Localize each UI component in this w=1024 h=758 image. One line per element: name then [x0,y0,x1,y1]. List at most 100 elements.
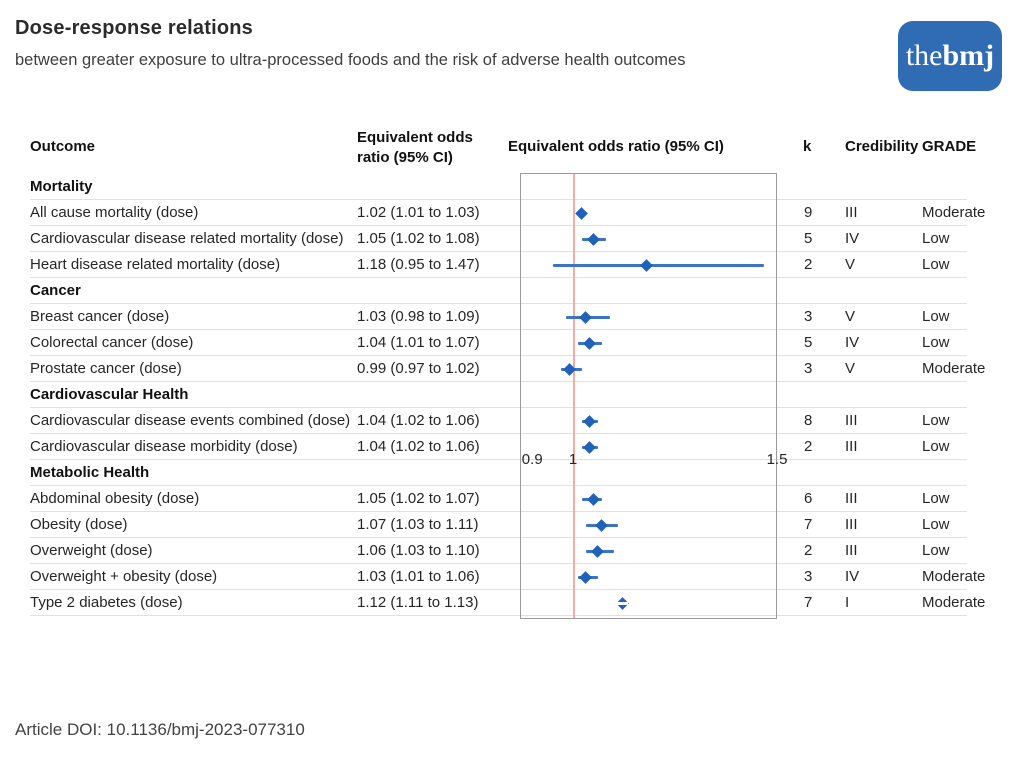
credibility-cell: IV [845,334,860,351]
table-row: Type 2 diabetes (dose) 1.12 (1.11 to 1.13… [30,590,985,616]
column-header-outcome: Outcome [30,138,96,155]
group-row: Cardiovascular Health [30,382,967,408]
k-cell: 3 [804,568,813,585]
table-row: Cardiovascular disease related mortality… [30,226,967,252]
outcome-cell: Abdominal obesity (dose) [30,490,200,507]
outcome-cell: Overweight + obesity (dose) [30,568,218,585]
credibility-cell: V [845,256,856,273]
or-marker [579,310,593,324]
table-row: Heart disease related mortality (dose) 1.… [30,252,967,278]
grade-cell: Moderate [922,360,986,377]
or-ci-cell: 1.04 (1.01 to 1.07) [357,334,480,351]
outcome-cell: Colorectal cancer (dose) [30,334,194,351]
k-cell: 6 [804,490,813,507]
credibility-cell: III [845,412,858,429]
column-header-grade: GRADE [922,138,977,155]
column-header-credibility: Credibility [845,138,919,155]
credibility-cell: V [845,308,856,325]
k-cell: 5 [804,334,813,351]
table-row: Prostate cancer (dose) 0.99 (0.97 to 1.02… [30,356,985,382]
grade-cell: Low [922,230,950,247]
reference-line [572,174,575,618]
group-row: Cancer [30,278,967,304]
table-row: Obesity (dose) 1.07 (1.03 to 1.11) 7 III Low [30,512,967,538]
outcome-cell: Prostate cancer (dose) [30,360,182,377]
axis-tick-label: 1 [568,451,578,468]
table-row: Abdominal obesity (dose) 1.05 (1.02 to 1.… [30,486,967,512]
or-marker [583,336,597,350]
credibility-cell: III [845,516,858,533]
k-cell: 7 [804,594,813,611]
or-marker [587,492,601,506]
k-cell: 8 [804,412,813,429]
or-ci-cell: 1.18 (0.95 to 1.47) [357,256,480,273]
grade-cell: Moderate [922,204,986,221]
outcome-cell: Cardiovascular disease related mortality… [30,230,344,247]
group-label: Cardiovascular Health [30,386,189,403]
or-ci-cell: 1.07 (1.03 to 1.11) [357,516,479,533]
grade-cell: Low [922,516,950,533]
or-ci-cell: 1.03 (0.98 to 1.09) [357,308,480,325]
or-ci-cell: 1.05 (1.02 to 1.08) [357,230,480,247]
outcome-cell: Breast cancer (dose) [30,308,170,325]
bmj-logo-text-the: the [905,39,943,72]
bmj-logo: the bmj [898,21,1002,91]
outcome-cell: All cause mortality (dose) [30,204,199,221]
credibility-cell: IV [845,568,860,585]
credibility-cell: V [845,360,856,377]
page-subtitle: between greater exposure to ultra-proces… [15,51,686,69]
or-ci-cell: 1.05 (1.02 to 1.07) [357,490,480,507]
or-marker [591,544,605,558]
or-marker [587,232,601,246]
or-ci-cell: 1.02 (1.01 to 1.03) [357,204,480,221]
k-cell: 2 [804,256,813,273]
or-ci-cell: 0.99 (0.97 to 1.02) [357,360,480,377]
table-row: All cause mortality (dose) 1.02 (1.01 to … [30,200,985,226]
bmj-logo-text-bmj: bmj [942,39,995,72]
or-marker [583,414,597,428]
outcome-cell: Overweight (dose) [30,542,153,559]
group-row: Metabolic Health [30,460,967,486]
table-row: Overweight + obesity (dose) 1.03 (1.01 to… [30,564,985,590]
or-ci-cell: 1.04 (1.02 to 1.06) [357,412,480,429]
forest-plot-box [520,173,777,619]
or-marker [583,440,597,454]
or-ci-cell: 1.04 (1.02 to 1.06) [357,438,480,455]
article-doi: Article DOI: 10.1136/bmj-2023-077310 [15,720,305,739]
k-cell: 2 [804,542,813,559]
outcome-cell: Heart disease related mortality (dose) [30,256,281,273]
table-row: Cardiovascular disease events combined (… [30,408,967,434]
or-ci-cell: 1.12 (1.11 to 1.13) [357,594,479,611]
axis-tick-label: 0.9 [521,451,543,468]
grade-cell: Moderate [922,568,986,585]
outcome-cell: Cardiovascular disease morbidity (dose) [30,438,298,455]
table-row: Cardiovascular disease morbidity (dose) 1… [30,434,967,460]
table-row: Overweight (dose) 1.06 (1.03 to 1.10) 2 III… [30,538,967,564]
marker-split-stripe [616,601,629,605]
column-header-k: k [803,138,812,155]
k-cell: 3 [804,360,813,377]
credibility-cell: I [845,594,850,611]
credibility-cell: III [845,438,858,455]
group-label: Cancer [30,282,81,299]
k-cell: 5 [804,230,813,247]
forest-table-rows: Mortality All cause mortality (dose) 1.02 … [30,174,985,616]
table-row: Breast cancer (dose) 1.03 (0.98 to 1.09) 3… [30,304,967,330]
axis-tick-label: 1.5 [766,451,788,468]
outcome-cell: Cardiovascular disease events combined (… [30,412,351,429]
k-cell: 9 [804,204,813,221]
credibility-cell: III [845,204,858,221]
or-ci-cell: 1.03 (1.01 to 1.06) [357,568,480,585]
k-cell: 3 [804,308,813,325]
column-header-or-ci: Equivalent odds ratio (95% CI) [357,129,473,166]
grade-cell: Low [922,334,950,351]
or-marker [575,206,589,220]
k-cell: 7 [804,516,813,533]
column-header-plot: Equivalent odds ratio (95% CI) [508,138,724,155]
or-marker [640,258,653,272]
or-marker [579,570,593,584]
grade-cell: Low [922,308,950,325]
credibility-cell: III [845,490,858,507]
or-ci-cell: 1.06 (1.03 to 1.10) [357,542,480,559]
